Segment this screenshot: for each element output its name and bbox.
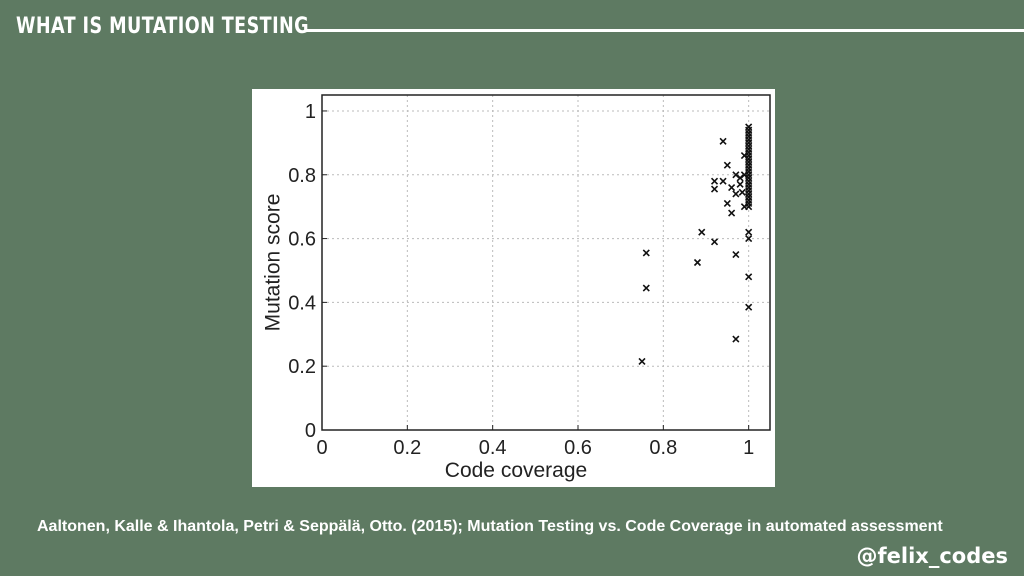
x-tick-label: 1	[743, 437, 754, 459]
data-points	[638, 123, 753, 365]
plot-frame	[321, 94, 771, 431]
data-point-marker	[698, 228, 706, 236]
data-point-marker	[693, 258, 702, 267]
author-handle: @felix_codes	[856, 544, 1008, 568]
data-point-marker	[723, 161, 731, 169]
data-point-marker	[710, 177, 719, 185]
y-tick-label: 0.4	[288, 292, 316, 314]
y-tick-label: 0.2	[288, 356, 316, 378]
data-point-marker	[732, 190, 740, 198]
citation-text: Aaltonen, Kalle & Ihantola, Petri & Sepp…	[37, 518, 943, 535]
scatter-chart-panel: 0 0.2 0.4 0.6 0.8 1 0 0.2 0.4 0.6 0.8 1 Code covera…	[252, 89, 775, 487]
data-point-marker	[642, 284, 650, 292]
data-point-marker	[732, 335, 740, 343]
data-point-marker	[728, 183, 736, 192]
data-point-marker	[745, 273, 753, 281]
data-point-marker	[638, 357, 646, 365]
data-point-marker	[710, 238, 719, 246]
x-tick-label: 0.6	[564, 437, 592, 459]
data-point-marker	[642, 249, 650, 257]
slide-title: WHAT IS MUTATION TESTING	[16, 14, 309, 39]
data-point-marker	[723, 199, 731, 208]
y-axis-label: Mutation score	[262, 194, 285, 332]
data-point-marker	[738, 188, 746, 196]
y-tick-label: 1	[305, 101, 316, 123]
y-tick-label: 0.6	[288, 229, 316, 251]
y-tick-label: 0	[305, 420, 316, 442]
x-axis-label: Code coverage	[445, 459, 587, 482]
scatter-chart: 0 0.2 0.4 0.6 0.8 1 0 0.2 0.4 0.6 0.8 1 Code covera…	[262, 94, 771, 482]
data-point-marker	[745, 235, 753, 243]
data-point-marker	[732, 250, 740, 259]
axis-ticks: 0 0.2 0.4 0.6 0.8 1 0 0.2 0.4 0.6 0.8 1	[288, 101, 754, 459]
title-divider	[306, 29, 1024, 32]
x-tick-label: 0.8	[649, 437, 677, 459]
data-point-marker	[710, 185, 719, 193]
x-tick-label: 0.2	[393, 437, 421, 459]
data-point-marker	[719, 177, 727, 185]
data-point-marker	[745, 203, 753, 211]
data-point-marker	[745, 228, 753, 236]
grid-lines	[321, 95, 770, 431]
y-tick-label: 0.8	[288, 165, 316, 187]
data-point-marker	[728, 209, 736, 217]
data-point-marker	[745, 303, 753, 311]
x-tick-label: 0.4	[479, 437, 507, 459]
data-point-marker	[736, 180, 744, 188]
data-point-marker	[719, 137, 727, 145]
x-tick-label: 0	[316, 437, 327, 459]
